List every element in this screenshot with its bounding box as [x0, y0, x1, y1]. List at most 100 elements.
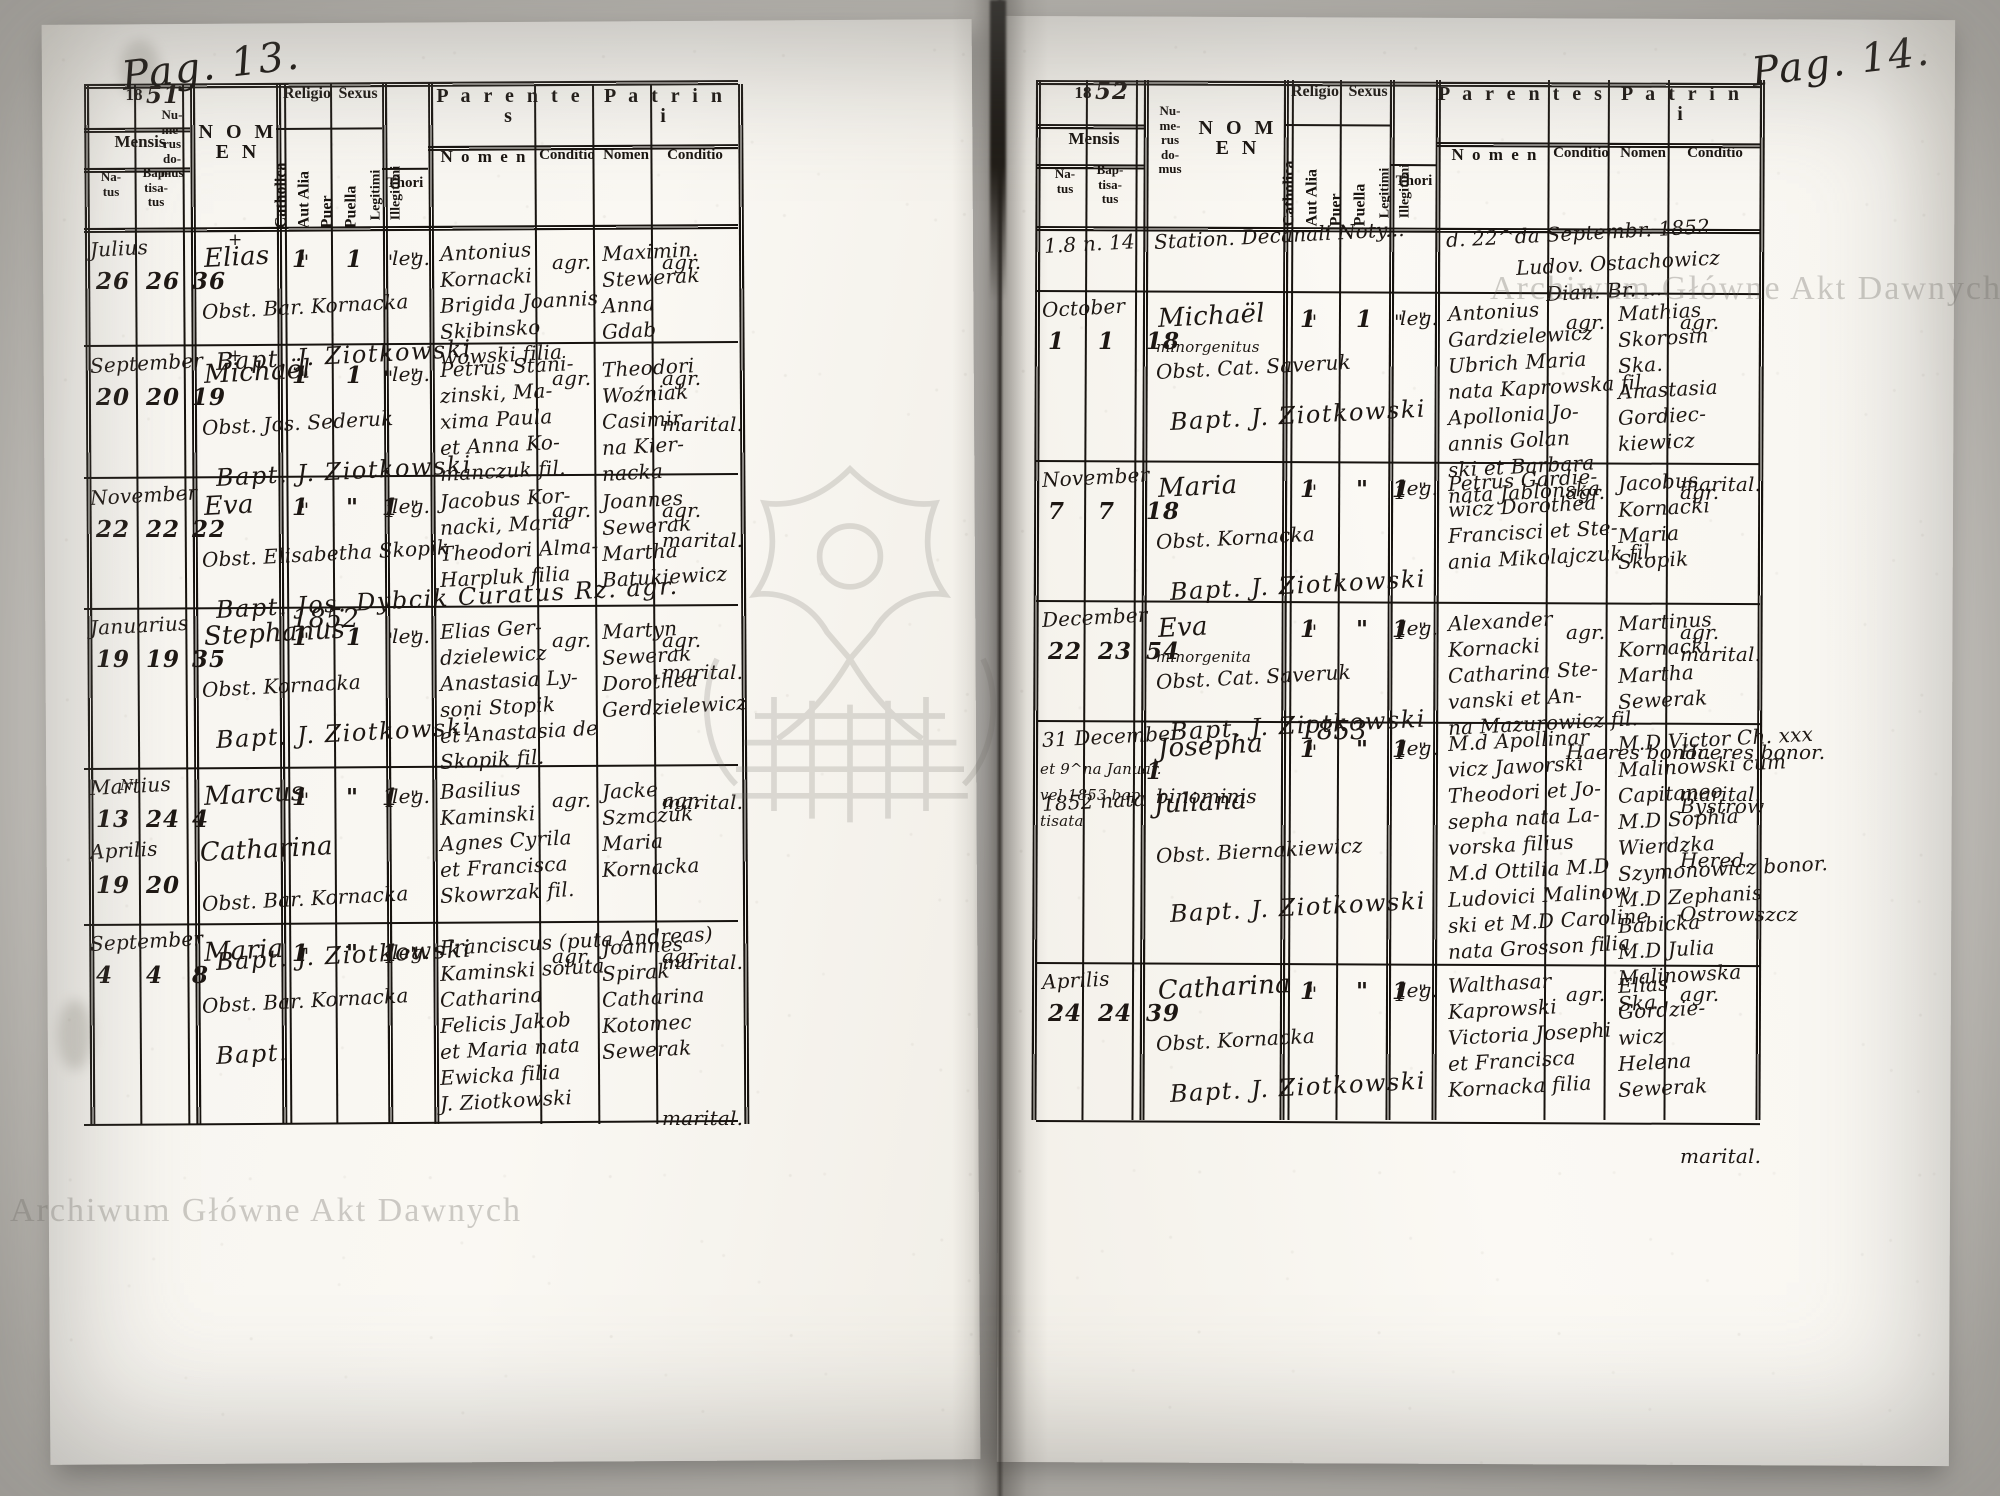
left-row-5-patrini-name-3: Kotomec: [601, 1009, 693, 1038]
right-header-religio: Religio: [1291, 83, 1339, 100]
left-row-4-catholica: 1: [292, 784, 310, 811]
left-row-4-puer: ": [346, 784, 359, 811]
left-header-patrini-conditio: Conditio: [667, 147, 723, 163]
left-header-patrini-nomen: Nomen: [603, 147, 649, 163]
left-row-2-mensis: November: [89, 480, 198, 510]
left-row-4-legitimi: leg.: [392, 784, 431, 808]
left-row-0-aut-alia: ": [300, 250, 310, 274]
left-row-4-natus-alt: N.: [120, 776, 138, 794]
right-row-0-catholica: 1: [1300, 306, 1318, 333]
left-row-0-mensis: Julius: [89, 234, 149, 262]
right-row-3-nomen: Josepha: [1157, 728, 1264, 764]
left-header-sexus: Sexus: [338, 85, 378, 102]
left-row-4-natus: 13: [96, 806, 131, 833]
left-row-5-parent-conditio: agr.: [552, 944, 592, 968]
right-row-2-domus: 54: [1146, 638, 1181, 665]
right-row-4-patrini-conditio-0: agr.: [1680, 982, 1720, 1006]
left-row-4-mensis-2: Aprilis: [89, 836, 159, 864]
left-row-2-patrini-conditio-3: marital.: [662, 660, 744, 684]
left-row-3-puer: 1: [346, 624, 364, 651]
right-row-2-legitimi: leg.: [1400, 616, 1439, 640]
right-row-3-catholica: 1: [1300, 736, 1318, 763]
spine-ink-smudge: [990, 0, 1006, 300]
right-row-0-legitimi: leg.: [1400, 306, 1439, 330]
right-row-2-parent-name-1: Kornacki: [1447, 633, 1541, 662]
left-row-3-puella-dot: ": [384, 628, 394, 652]
left-row-4-patrini-conditio-3: marital.: [662, 950, 744, 974]
right-row-3-parent-conditio: Haeres bonor.: [1566, 740, 1712, 764]
right-row-0-illegitimi: ": [1418, 308, 1428, 332]
left-header-patrini: P a t r i n i: [604, 85, 726, 128]
right-row-4-patrini-name-0: Elias: [1617, 971, 1670, 998]
left-row-0-puer: 1: [346, 246, 364, 273]
left-row-2-patrini-name-2: Martha: [601, 538, 679, 566]
left-row-1-nomen-mark: +: [228, 346, 243, 366]
right-row-1-patrini-conditio-0: agr.: [1680, 480, 1720, 504]
right-row-3-domus: 1: [1146, 758, 1164, 785]
left-row-5-puella-dot: 1: [384, 944, 397, 968]
left-row-1-natus: 20: [96, 384, 131, 411]
left-header-parentes-nomen: N o m e n: [440, 147, 528, 166]
left-row-1-patrini-conditio-3: marital.: [662, 528, 744, 552]
right-row-4-legitimi: leg.: [1400, 978, 1439, 1002]
right-header-illegitimi: Illegitimi: [1397, 163, 1413, 219]
left-row-5-puella: 1: [382, 940, 400, 967]
left-header-thori: Thori: [386, 175, 424, 191]
left-row-0-patrini-conditio-0: agr.: [662, 250, 702, 274]
left-row-1-aut-alia: ": [300, 366, 310, 390]
left-row-3-patrini-conditio-3: marital.: [662, 790, 744, 814]
left-row-1-illegitimi: ": [410, 364, 420, 388]
right-row-1-illegitimi: ": [1418, 478, 1428, 502]
right-row-3-nomen-3: binominis: [1156, 784, 1257, 808]
right-row-1-patrini-conditio-3: marital.: [1680, 642, 1762, 666]
left-row-1-patrini-name-4: nacka: [601, 458, 664, 486]
right-row-1-nomen: Maria: [1157, 469, 1239, 504]
right-row-4-domus: 39: [1146, 1000, 1181, 1027]
right-row-0-aut-alia: ": [1308, 310, 1318, 334]
right-row-0-natus: 1: [1048, 328, 1066, 355]
left-row-4-patrini-name-3: Kornacka: [601, 852, 701, 882]
left-row-5-catholica: 1: [292, 940, 310, 967]
left-row-5-puer: ": [346, 940, 359, 967]
right-row-3-puella-dot: 1: [1394, 740, 1407, 764]
left-header-parentes: P a r e n t e s: [436, 85, 584, 128]
right-header-natus: Na-tus: [1054, 166, 1076, 196]
left-row-5-parent-name-2: Catharina: [439, 982, 544, 1012]
right-row-2-parent-conditio: agr.: [1566, 620, 1606, 644]
right-row-2-puella: 1: [1392, 616, 1410, 643]
right-row-3-aut-alia: ": [1308, 740, 1318, 764]
left-row-5-natus: 4: [96, 962, 114, 989]
left-row-3-baptisatus: 19: [146, 646, 181, 673]
right-row-2-puer: ": [1356, 616, 1369, 643]
left-row-3-parent-conditio: agr.: [552, 628, 592, 652]
right-row-0-patrini-name-3: Anastasia: [1617, 374, 1719, 404]
right-row-0-nomen-sub: minorgenitus: [1156, 338, 1260, 356]
left-row-2-puer: ": [346, 494, 359, 521]
left-row-5-illegitimi: ": [410, 942, 420, 966]
left-row-4-aut-alia: ": [300, 788, 310, 812]
left-row-1-parent-conditio: agr.: [552, 366, 592, 390]
left-row-3-year-note: 1852: [292, 604, 359, 634]
left-row-4-parent-name-1: Kaminski: [439, 801, 536, 830]
right-header-parentes: P a r e n t e s: [1438, 83, 1606, 105]
right-row-4-parent-name-0: Walthasar: [1447, 968, 1552, 998]
right-row-3-patrini-name-8: M.D Julia: [1617, 934, 1716, 964]
left-row-5-domus: 8: [192, 962, 210, 989]
right-row-4-aut-alia: ": [1308, 982, 1318, 1006]
right-row-3-patrini-conditio-1: Bystrow: [1680, 794, 1765, 818]
right-row-1-catholica: 1: [1300, 476, 1318, 503]
right-row-3-patrini-conditio-3: Ostrowszcz: [1680, 902, 1798, 926]
right-year-handwritten: 52: [1095, 78, 1130, 105]
left-row-4-baptisatus-2: 20: [146, 872, 181, 899]
left-row-1-patrini-name-2: Casimir.: [601, 405, 688, 434]
right-row-0-patrini-name-2: Ska.: [1617, 351, 1664, 378]
left-header-religio: Religio: [283, 85, 331, 102]
right-row-4-mensis: Aprilis: [1041, 966, 1111, 994]
right-row-3-puer: ": [1356, 736, 1369, 763]
left-row-0-parent-name-1: Kornacki: [439, 263, 533, 292]
right-row-1-natus: 7: [1048, 498, 1066, 525]
left-row-0-catholica: 1: [292, 246, 310, 273]
left-row-0-baptisatus: 26: [146, 268, 181, 295]
right-row-0-puer: 1: [1356, 306, 1374, 333]
left-row-5-aut-alia: ": [300, 944, 310, 968]
